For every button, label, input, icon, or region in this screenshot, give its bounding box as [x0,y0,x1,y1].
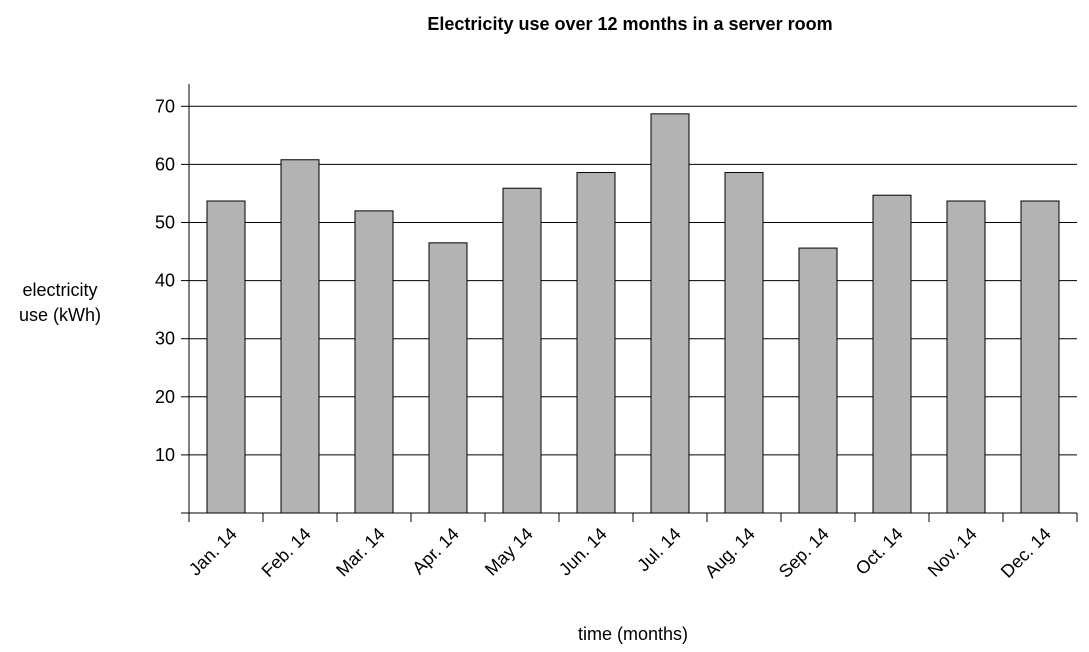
y-tick-label: 50 [155,213,175,233]
bar [872,194,912,514]
x-tick-label: Feb. 14 [258,524,315,581]
x-tick-label: Apr. 14 [408,524,462,578]
bar [354,210,394,514]
y-tick-label: 70 [155,96,175,116]
chart-title: Electricity use over 12 months in a serv… [427,14,832,34]
gridlines [189,105,1077,456]
x-ticks: Jan. 14 Feb. 14 Mar. 14 Apr. 14 May 14 Jun. 1… [185,513,1078,582]
x-tick-label: May 14 [481,524,537,580]
bar [1020,200,1060,514]
x-tick-label: Nov. 14 [924,524,981,581]
y-tick-label: 30 [155,329,175,349]
y-tick-label: 40 [155,271,175,291]
bar [502,187,542,514]
bar [798,247,838,514]
bar [724,172,764,514]
bar [576,172,616,514]
x-tick-label: Mar. 14 [332,524,389,581]
x-tick-label: Dec. 14 [997,524,1055,582]
bar [280,159,320,514]
bar [946,200,986,514]
y-tick-label: 60 [155,154,175,174]
x-axis-label: time (months) [578,624,688,644]
y-ticks: 10 20 30 40 50 60 70 [155,96,189,514]
x-tick-label: Jan. 14 [185,524,241,580]
bar [428,242,468,514]
axes [188,84,1077,514]
y-axis-label-line-2: use (kWh) [19,305,101,325]
bar [206,200,246,514]
x-tick-label: Sep. 14 [775,524,833,582]
x-tick-label: Jul. 14 [633,524,685,576]
y-axis-label-line-1: electricity [22,280,97,300]
bar [650,113,690,514]
x-tick-label: Jun. 14 [555,524,611,580]
y-tick-label: 10 [155,445,175,465]
x-tick-label: Aug. 14 [701,524,759,582]
x-tick-label: Oct. 14 [852,524,907,579]
bars [206,113,1060,514]
y-tick-label: 20 [155,387,175,407]
